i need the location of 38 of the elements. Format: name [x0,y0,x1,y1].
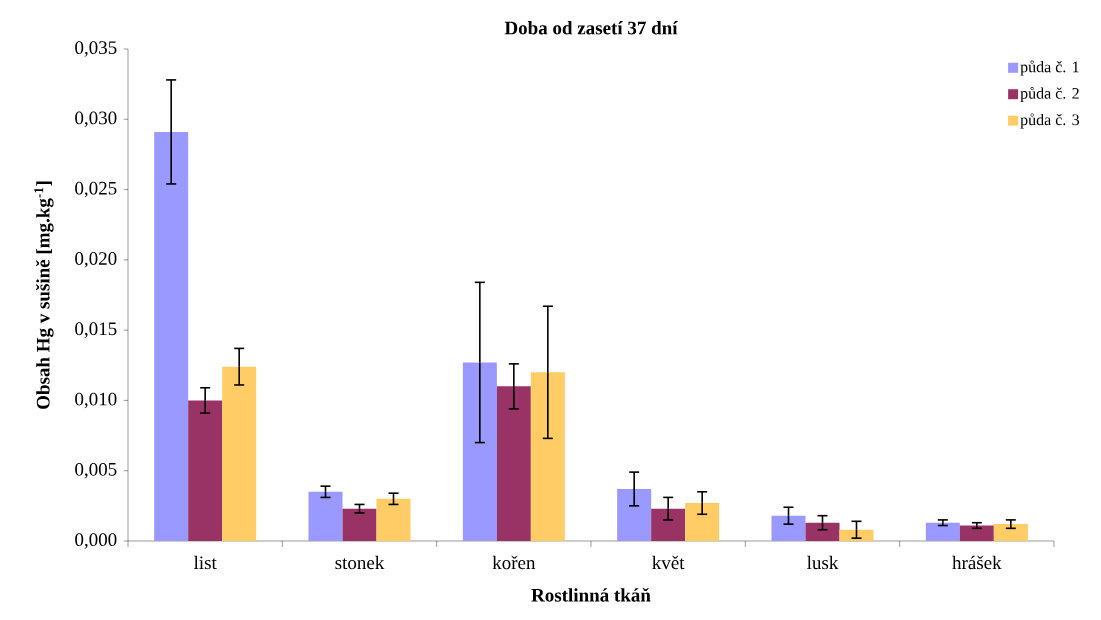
bar [222,366,257,541]
bar [308,491,343,541]
x-tick-label: list [193,555,217,570]
bar [839,529,874,541]
legend-label: půda č. 3 [1020,113,1080,129]
x-tick-label: kořen [492,555,536,570]
chart-title: Doba od zasetí 37 dní [504,21,678,35]
y-axis-title: Obsah Hg v sušině [mg.kg$^{-1}$] [34,181,54,409]
y-tick-label: 0,010 [75,392,117,409]
x-tick-label: lusk [807,555,839,570]
x-tick-label: hrášek [952,555,1002,570]
y-tick-label: 0,020 [75,252,117,268]
x-axis-title: Rostlinná tkáň [531,588,651,602]
y-tick-label: 0,000 [75,533,117,549]
bar [771,515,806,541]
bar [530,372,565,541]
bar [154,131,189,541]
bar [993,524,1028,541]
bar [376,498,411,541]
y-tick-label: 0,005 [75,462,117,479]
y-tick-label: 0,030 [75,111,117,128]
bar [959,525,994,541]
bar [342,508,377,541]
x-tick-label: květ [652,555,685,570]
bar [651,508,686,541]
x-tick-label: stonek [335,555,385,570]
y-tick-label: 0,015 [75,322,117,338]
bar [188,400,223,541]
bar [925,522,960,541]
bar [462,362,497,541]
bar [496,386,531,541]
bar [805,522,840,541]
bar [685,503,720,541]
y-tick-label: 0,035 [75,41,117,57]
bar [617,488,652,541]
y-tick-label: 0,025 [75,181,117,198]
legend-label: půda č. 1 [1020,60,1079,76]
legend-label: půda č. 2 [1020,87,1079,102]
